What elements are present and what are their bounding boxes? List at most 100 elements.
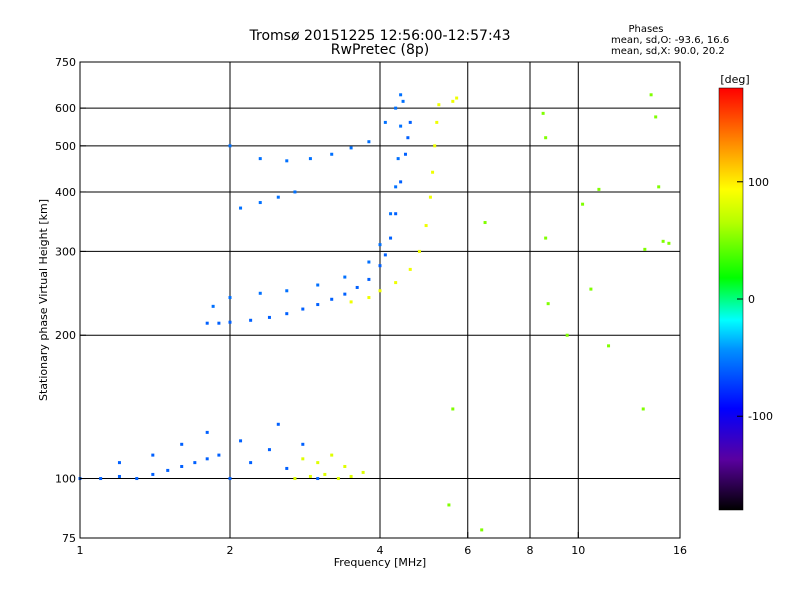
data-point bbox=[401, 99, 405, 103]
data-point bbox=[406, 136, 410, 140]
data-point bbox=[361, 470, 365, 474]
data-point bbox=[641, 407, 645, 411]
data-point bbox=[323, 472, 327, 476]
data-point bbox=[228, 477, 232, 481]
data-point bbox=[117, 474, 121, 478]
data-point bbox=[316, 477, 320, 481]
data-point bbox=[383, 253, 387, 257]
data-point bbox=[367, 277, 371, 281]
data-point bbox=[424, 224, 428, 228]
data-point bbox=[285, 159, 289, 163]
data-point bbox=[367, 260, 371, 264]
data-point bbox=[455, 96, 459, 100]
data-point bbox=[649, 93, 653, 97]
data-point bbox=[607, 344, 611, 348]
data-point bbox=[389, 212, 393, 216]
data-point bbox=[433, 144, 437, 148]
y-tick-label: 75 bbox=[62, 532, 76, 545]
data-point bbox=[428, 195, 432, 199]
data-point bbox=[447, 503, 451, 507]
data-point bbox=[285, 312, 289, 316]
data-point bbox=[293, 190, 297, 194]
data-point bbox=[316, 461, 320, 465]
data-point bbox=[276, 195, 280, 199]
axis-ticks: 1 2 4 6 8 10 16 75 100 200 300 400 500 600 750 bbox=[55, 56, 687, 557]
data-point bbox=[151, 453, 155, 457]
data-point bbox=[217, 321, 221, 325]
data-point bbox=[211, 304, 215, 308]
data-point bbox=[546, 302, 550, 306]
data-point bbox=[239, 439, 243, 443]
data-point bbox=[249, 461, 253, 465]
y-tick-label: 500 bbox=[55, 140, 76, 153]
data-point bbox=[657, 185, 661, 189]
data-point bbox=[228, 144, 232, 148]
data-point bbox=[99, 477, 103, 481]
data-point bbox=[544, 136, 548, 140]
data-point bbox=[205, 430, 209, 434]
data-point bbox=[308, 474, 312, 478]
data-point bbox=[399, 124, 403, 128]
data-point bbox=[349, 300, 353, 304]
data-point bbox=[330, 297, 334, 301]
data-point bbox=[258, 157, 262, 161]
x-axis-label: Frequency [MHz] bbox=[334, 556, 426, 569]
data-point bbox=[343, 464, 347, 468]
data-point bbox=[301, 307, 305, 311]
colorbar-label: [deg] bbox=[720, 73, 749, 86]
x-tick-label: 16 bbox=[673, 544, 687, 557]
data-point bbox=[378, 289, 382, 293]
data-point bbox=[417, 249, 421, 253]
data-point bbox=[654, 115, 658, 119]
data-point bbox=[661, 239, 665, 243]
data-point bbox=[180, 464, 184, 468]
data-point bbox=[330, 453, 334, 457]
data-point bbox=[258, 201, 262, 205]
data-point bbox=[276, 422, 280, 426]
data-point bbox=[367, 140, 371, 144]
data-point bbox=[451, 99, 455, 103]
data-point bbox=[117, 461, 121, 465]
data-point bbox=[228, 320, 232, 324]
data-point bbox=[480, 528, 484, 532]
data-point bbox=[285, 289, 289, 293]
data-point bbox=[151, 472, 155, 476]
stats-x-mode: mean, sd,X: 90.0, 20.2 bbox=[611, 46, 725, 57]
y-tick-label: 300 bbox=[55, 245, 76, 258]
y-tick-label: 400 bbox=[55, 186, 76, 199]
x-tick-label: 2 bbox=[227, 544, 234, 557]
data-point bbox=[667, 241, 671, 245]
data-point bbox=[544, 236, 548, 240]
data-point bbox=[399, 180, 403, 184]
data-point bbox=[394, 281, 398, 285]
x-tick-label: 4 bbox=[377, 544, 384, 557]
colorbar-tick-label: 0 bbox=[748, 293, 755, 306]
data-point bbox=[249, 318, 253, 322]
data-point bbox=[180, 442, 184, 446]
data-point bbox=[394, 185, 398, 189]
data-point bbox=[336, 477, 340, 481]
colorbar-tick-label: -100 bbox=[748, 410, 773, 423]
data-points bbox=[78, 93, 671, 532]
data-point bbox=[643, 247, 647, 251]
data-point bbox=[135, 477, 139, 481]
stats-o-mode: mean, sd,O: -93.6, 16.6 bbox=[611, 35, 729, 46]
data-point bbox=[355, 285, 359, 289]
x-tick-label: 8 bbox=[527, 544, 534, 557]
y-tick-label: 600 bbox=[55, 102, 76, 115]
data-point bbox=[349, 474, 353, 478]
data-point bbox=[205, 457, 209, 461]
data-point bbox=[394, 106, 398, 110]
chart-subtitle: RwPretec (8p) bbox=[331, 42, 429, 58]
x-tick-label: 10 bbox=[571, 544, 585, 557]
data-point bbox=[408, 120, 412, 124]
x-tick-label: 1 bbox=[77, 544, 84, 557]
data-point bbox=[267, 448, 271, 452]
data-point bbox=[349, 146, 353, 150]
data-point bbox=[193, 461, 197, 465]
data-point bbox=[301, 442, 305, 446]
chart-title: Tromsø 20151225 12:56:00-12:57:43 bbox=[249, 28, 511, 44]
data-point bbox=[166, 468, 170, 472]
data-point bbox=[301, 457, 305, 461]
